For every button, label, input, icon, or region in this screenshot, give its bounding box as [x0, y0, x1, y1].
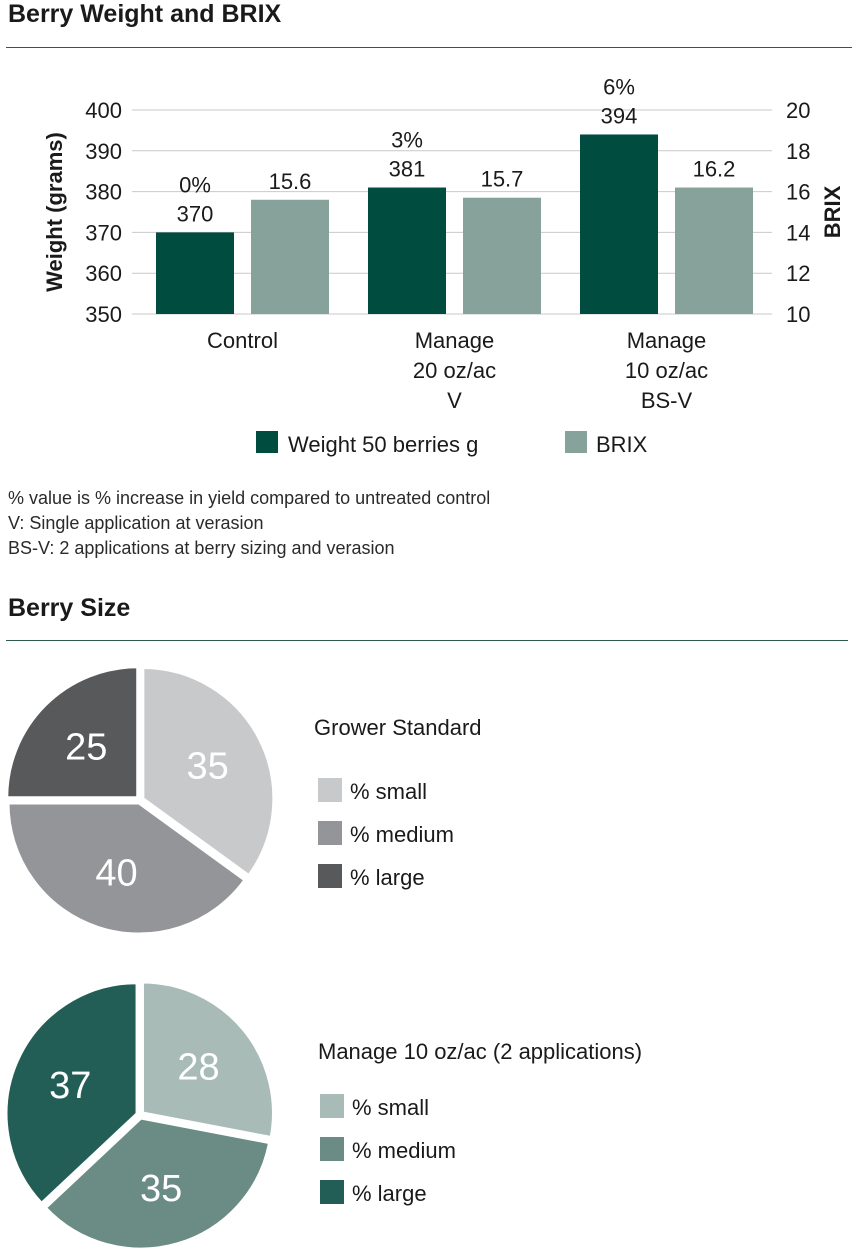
legend-label: % large	[352, 1181, 427, 1206]
y-tick-label: 360	[85, 261, 122, 286]
section-divider	[6, 640, 848, 641]
x-category-label: Manage	[627, 328, 707, 353]
y-axis-label: Weight (grams)	[42, 132, 67, 292]
bar-value-label: 381	[389, 157, 426, 182]
pie-slice	[6, 801, 247, 936]
legend-label: % small	[350, 779, 427, 804]
bar-value-label: 16.2	[693, 157, 736, 182]
section-title-berry-size: Berry Size	[8, 594, 131, 622]
pie-legend-title: Manage 10 oz/ac (2 applications)	[318, 1039, 642, 1064]
pie-slice-label: 28	[177, 1047, 219, 1089]
y-tick-label: 350	[85, 302, 122, 327]
pie-slice-label: 40	[95, 852, 137, 894]
bar-pct-label: 0%	[179, 172, 211, 197]
legend-swatch	[318, 864, 342, 888]
legend-swatch	[318, 821, 342, 845]
pie-slice-label: 37	[49, 1065, 91, 1107]
legend-swatch-weight	[256, 431, 278, 453]
section-title-weight-brix: Berry Weight and BRIX	[8, 0, 282, 28]
legend-label: % medium	[350, 822, 454, 847]
legend-label: % medium	[352, 1138, 456, 1163]
y2-tick-label: 12	[786, 261, 810, 286]
bar-brix	[251, 199, 329, 314]
legend-swatch	[320, 1180, 344, 1204]
pie-chart-grower-standard: 35 40 25 Grower Standard % small % medium % la…	[5, 665, 482, 936]
bar-value-label: 15.6	[269, 169, 312, 194]
bar-weight	[580, 134, 658, 314]
pie-slice	[141, 666, 276, 878]
bar-pct-label: 6%	[603, 74, 635, 99]
pie-slice	[4, 981, 139, 1205]
x-category-label: BS-V	[641, 388, 693, 413]
pie-slice-label: 35	[140, 1168, 182, 1210]
footnote-v: V: Single application at verasion	[8, 513, 264, 533]
y2-tick-label: 16	[786, 180, 810, 205]
pie-slice-label: 35	[187, 746, 229, 788]
y2-tick-label: 14	[786, 220, 810, 245]
y-tick-label: 380	[85, 180, 122, 205]
pie-slice	[140, 980, 275, 1140]
y2-tick-label: 10	[786, 302, 810, 327]
footnote-bs-v: BS-V: 2 applications at berry sizing and…	[8, 538, 395, 558]
x-category-label: 20 oz/ac	[413, 358, 496, 383]
x-category-label: V	[447, 388, 462, 413]
y-tick-label: 400	[85, 98, 122, 123]
bar-weight	[156, 232, 234, 314]
footnote-percent: % value is % increase in yield compared …	[8, 488, 491, 508]
x-category-label: 10 oz/ac	[625, 358, 708, 383]
legend-label-weight: Weight 50 berries g	[288, 432, 478, 457]
x-category-label: Control	[207, 328, 278, 353]
y2-tick-label: 18	[786, 139, 810, 164]
pie-chart-manage: 28 35 37 Manage 10 oz/ac (2 applications) % …	[4, 980, 642, 1251]
bar-value-label: 394	[601, 103, 638, 128]
legend-swatch-brix	[565, 431, 587, 453]
legend-label-brix: BRIX	[596, 432, 648, 457]
pie-slice-label: 25	[65, 726, 107, 768]
bar-pct-label: 3%	[391, 128, 423, 153]
pie-slice	[43, 1116, 272, 1251]
y2-tick-label: 20	[786, 98, 810, 123]
y-tick-label: 390	[85, 139, 122, 164]
bar-value-label: 15.7	[481, 167, 524, 192]
x-category-label: Manage	[415, 328, 495, 353]
legend-swatch	[320, 1094, 344, 1118]
section-divider	[6, 47, 852, 48]
bar-chart: 350 360 370 380 390 400 10 12 14 16 18 20 Weight (gr…	[42, 74, 845, 457]
y2-axis-label: BRIX	[820, 185, 845, 238]
bar-value-label: 370	[177, 201, 214, 226]
legend-label: % small	[352, 1095, 429, 1120]
legend-label: % large	[350, 865, 425, 890]
legend-swatch	[318, 778, 342, 802]
footnotes: % value is % increase in yield compared …	[8, 486, 490, 561]
legend-swatch	[320, 1137, 344, 1161]
pie-slice	[5, 665, 140, 800]
pie-legend-title: Grower Standard	[314, 715, 482, 740]
bar-brix	[463, 197, 541, 314]
bar-weight	[368, 187, 446, 314]
y-tick-label: 370	[85, 220, 122, 245]
bar-brix	[675, 187, 753, 314]
